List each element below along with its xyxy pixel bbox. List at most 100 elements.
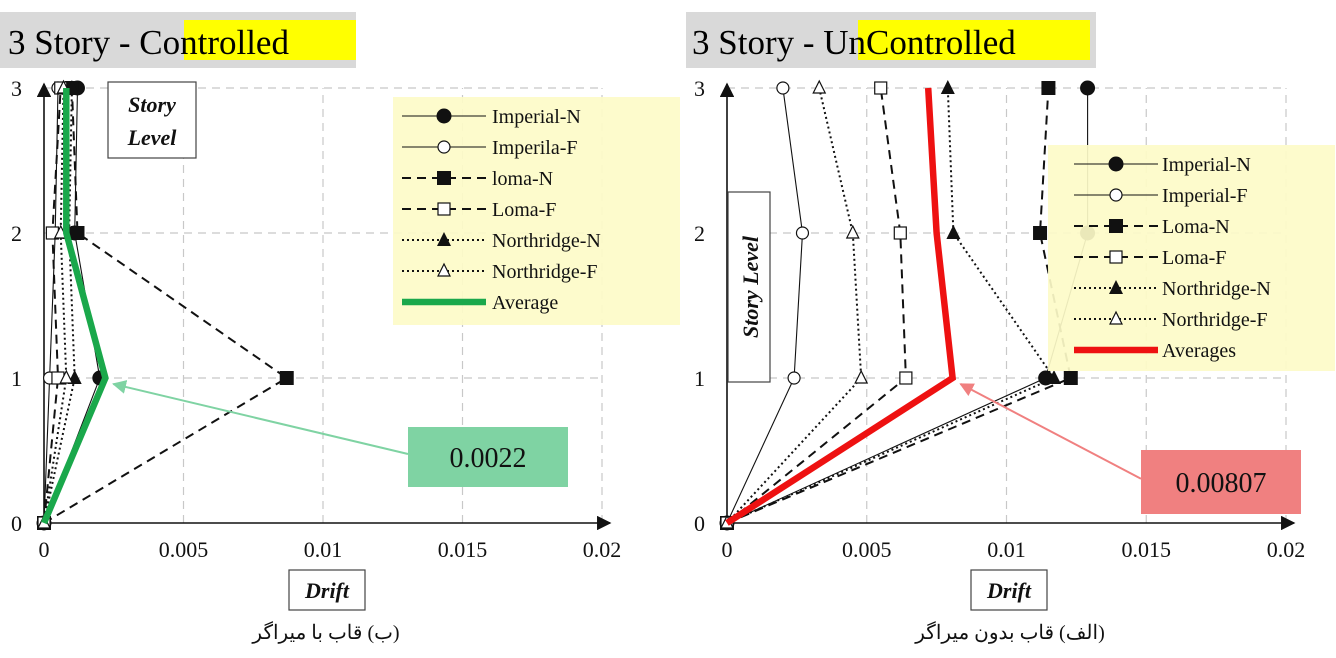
legend-label: Loma-F (492, 199, 556, 221)
legend-label: Imperial-N (1162, 154, 1251, 176)
x-tick-label: 0 (722, 537, 733, 562)
callout-box (1141, 450, 1301, 514)
series-line (43, 87, 76, 524)
series-averages (725, 87, 957, 526)
panel-caption: (الف) قاب بدون میراگر (914, 621, 1104, 644)
legend-entry: Imperial-F (1074, 185, 1248, 207)
legend-marker (437, 202, 451, 216)
legend-entry: Imperila-F (402, 137, 578, 159)
data-point (893, 226, 907, 240)
series-line (725, 87, 957, 526)
legend-label: Northridge-N (492, 230, 601, 252)
x-axis-title: Drift (970, 569, 1048, 611)
data-point (787, 371, 801, 385)
data-point (59, 369, 74, 384)
legend-entry: Loma-F (1074, 247, 1226, 269)
series-imperial-n (719, 80, 1096, 531)
panel-uncontrolled: 3 Story - UnControlled 0 0.005 0.01 0.015 0.… (686, 12, 1335, 644)
x-tick-label: 0.005 (842, 537, 892, 562)
y-tick-label: 0 (11, 511, 22, 536)
series-line (41, 88, 109, 525)
legend-entry: Average (402, 292, 558, 314)
y-tick-label: 1 (694, 366, 705, 391)
panel-title-highlight (184, 20, 356, 60)
callout-box (408, 427, 568, 487)
panel-title: 3 Story - UnControlled (692, 23, 1016, 62)
series-imperila-f (37, 81, 65, 530)
y-tick-label: 1 (11, 366, 22, 391)
x-tick-label: 0.015 (438, 537, 488, 562)
panel-title-highlight (858, 20, 1090, 60)
legend-label: loma-N (492, 168, 553, 190)
panel-title: 3 Story - Controlled (8, 23, 289, 62)
legend-marker (1109, 219, 1123, 233)
tick-labels: 0 0.005 0.01 0.015 0.02 0 1 2 3 (11, 76, 621, 562)
y-tick-label: 2 (694, 221, 705, 246)
x-tick-label: 0.02 (1267, 537, 1306, 562)
y-tick-label: 3 (11, 76, 22, 101)
series-line (726, 87, 863, 524)
legend-marker (1109, 250, 1123, 264)
legend-label: Average (492, 292, 558, 314)
y-tick-label: 3 (694, 76, 705, 101)
legend-entry: Imperial-N (402, 106, 581, 128)
series-line (43, 87, 62, 524)
legend-label: Northridge-F (492, 261, 598, 283)
x-tick-label: 0.01 (987, 537, 1026, 562)
callout-arrow (959, 383, 1142, 480)
series-line (726, 87, 804, 524)
series-loma-n (720, 81, 1078, 530)
axes (36, 82, 612, 531)
x-axis-title-box (288, 569, 366, 611)
legend-entry: Loma-N (1074, 216, 1230, 238)
x-tick-label: 0.02 (583, 537, 622, 562)
y-tick-label: 0 (694, 511, 705, 536)
data-point (845, 224, 860, 239)
callout-value: 0.00807 (1176, 468, 1267, 499)
data-point (874, 81, 888, 95)
y-axis-title-line-2: Level (127, 125, 178, 150)
data-point (812, 79, 827, 94)
series-line (726, 88, 1089, 524)
callout-value: 0.0022 (450, 443, 527, 474)
tick-labels: 0 0.005 0.01 0.015 0.02 0 1 2 3 (694, 76, 1305, 562)
legend: Imperial-N Imperial-F Loma-N Loma-F Northrid… (1048, 145, 1335, 371)
y-axis-title-text: Story Level (738, 235, 763, 338)
legend-entry: loma-N (402, 168, 553, 190)
legend-label: Loma-F (1162, 247, 1226, 269)
data-point (899, 371, 913, 385)
legend-marker (1109, 280, 1123, 294)
legend-label: Imperial-F (1162, 185, 1248, 207)
legend-marker (437, 171, 451, 185)
data-point (940, 80, 955, 94)
series-line (726, 87, 1072, 524)
data-point (946, 225, 961, 239)
panel-caption: (ب) قاب با میراگر (251, 621, 399, 644)
legend-entry: Northridge-N (1074, 278, 1271, 300)
data-point (1063, 371, 1078, 385)
legend-label: Loma-N (1162, 216, 1230, 238)
legend-label: Northridge-N (1162, 278, 1271, 300)
x-tick-label: 0 (39, 537, 50, 562)
legend-marker (437, 232, 451, 246)
series-northridge-n (720, 80, 1062, 529)
legend-entry: Loma-F (402, 199, 556, 221)
series-line (726, 87, 907, 524)
x-tick-label: 0.015 (1122, 537, 1172, 562)
legend-marker (436, 108, 452, 124)
axes (719, 82, 1296, 531)
data-point (1033, 226, 1048, 240)
data-point (854, 369, 869, 384)
y-axis-title: Story Level (727, 191, 771, 383)
legend-entry: Northridge-F (1074, 309, 1268, 331)
data-point (279, 371, 294, 385)
data-point (1047, 370, 1062, 384)
y-axis-title-box (727, 191, 771, 383)
legend-marker (1109, 188, 1123, 202)
legend-label: Imperila-F (492, 137, 578, 159)
y-tick-label: 2 (11, 221, 22, 246)
legend-marker (437, 140, 451, 154)
legend-entry: Northridge-F (402, 261, 598, 283)
data-point (776, 81, 790, 95)
legend-marker (1108, 156, 1124, 172)
